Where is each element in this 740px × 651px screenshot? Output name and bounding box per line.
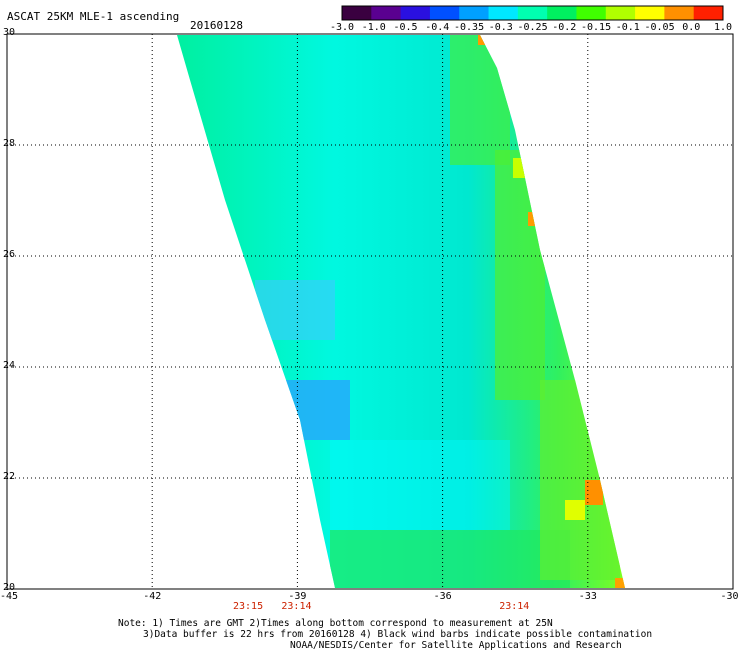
colorbar-segment	[459, 6, 490, 20]
high-value-pixel	[528, 212, 538, 226]
colorbar-segment	[605, 6, 636, 20]
latitude-tick-label: 30	[3, 27, 16, 38]
latitude-tick-label: 28	[3, 138, 16, 149]
pass-time-label: 23:15	[233, 601, 264, 612]
product-date: 20160128	[190, 19, 243, 32]
colorbar-label: 0.0	[682, 22, 701, 33]
colorbar-segment	[429, 6, 460, 20]
latitude-tick-label: 24	[3, 360, 16, 371]
longitude-tick-label: -30	[720, 591, 739, 602]
colorbar-frame	[341, 5, 724, 21]
colorbar-label: -0.4	[425, 22, 450, 33]
pass-time-label: 23:14	[499, 601, 530, 612]
satellite-swath	[177, 35, 625, 588]
map-frame	[6, 33, 734, 590]
colorbar-segment	[488, 6, 519, 20]
green-edge	[495, 150, 545, 400]
product-title: ASCAT 25KM MLE-1 ascending	[7, 10, 180, 23]
colorbar-label: -0.3	[488, 22, 513, 33]
colorbar-segment	[635, 6, 665, 20]
longitude-tick-label: -39	[288, 591, 307, 602]
colorbar-segment	[576, 6, 607, 20]
colorbar-label: -0.35	[454, 22, 485, 33]
colorbar-segment	[517, 6, 548, 20]
high-value-pixel	[565, 500, 585, 520]
colorbar-label: -0.25	[517, 22, 548, 33]
colorbar-segment	[400, 6, 431, 20]
colorbar-label: -0.2	[552, 22, 577, 33]
colorbar-segment	[693, 6, 724, 20]
note-line-1: Note: 1) Times are GMT 2)Times along bot…	[118, 618, 553, 629]
low-value-patch	[255, 280, 335, 340]
colorbar-label: 1.0	[714, 22, 733, 33]
high-value-pixel	[585, 480, 603, 505]
latitude-tick-label: 26	[3, 249, 16, 260]
high-value-pixel	[478, 35, 490, 45]
colorbar-label: -1.0	[361, 22, 386, 33]
green-edge	[540, 380, 620, 580]
green-band	[330, 530, 570, 588]
high-value-pixel	[615, 578, 625, 588]
longitude-tick-label: -33	[578, 591, 597, 602]
colorbar-label: -0.5	[393, 22, 418, 33]
colorbar-segment	[547, 6, 577, 20]
colorbar-label: -0.15	[581, 22, 612, 33]
colorbar-segment	[342, 6, 372, 20]
longitude-tick-label: -42	[143, 591, 162, 602]
colorbar-label: -0.05	[644, 22, 675, 33]
colorbar-segment	[664, 6, 695, 20]
high-value-pixel	[513, 158, 525, 178]
longitude-tick-label: -36	[433, 591, 452, 602]
colorbar-label: -0.1	[615, 22, 640, 33]
low-value-patch	[280, 380, 350, 440]
colorbar-segment	[371, 6, 402, 20]
latitude-tick-label: 22	[3, 471, 16, 482]
pass-time-label: 23:14	[281, 601, 312, 612]
longitude-tick-label: -45	[0, 591, 19, 602]
cyan-patch	[330, 440, 510, 530]
note-line-2: 3)Data buffer is 22 hrs from 20160128 4)…	[143, 629, 653, 640]
note-line-3: NOAA/NESDIS/Center for Satellite Applica…	[290, 640, 622, 651]
colorbar-label: -3.0	[330, 22, 355, 33]
latitude-tick-label: 20	[3, 582, 16, 593]
